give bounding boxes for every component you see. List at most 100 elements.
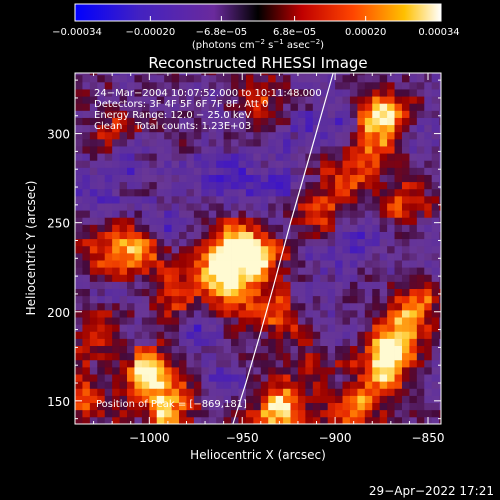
heatmap-cell bbox=[409, 74, 418, 83]
heatmap-cell bbox=[305, 96, 314, 104]
heatmap-cell bbox=[216, 309, 225, 318]
heatmap-cell bbox=[394, 89, 403, 97]
heatmap-cell bbox=[379, 160, 388, 168]
heatmap-cell bbox=[424, 309, 433, 318]
heatmap-cell bbox=[320, 181, 329, 190]
heatmap-cell bbox=[260, 188, 269, 197]
heatmap-cell bbox=[97, 245, 106, 254]
heatmap-cell bbox=[364, 167, 373, 175]
heatmap-cell bbox=[320, 395, 329, 404]
heatmap-cell bbox=[372, 203, 381, 211]
heatmap-cell bbox=[75, 96, 83, 104]
heatmap-cell bbox=[216, 153, 225, 161]
heatmap-cell bbox=[119, 89, 128, 97]
heatmap-cell bbox=[394, 224, 403, 232]
heatmap-cell bbox=[297, 317, 306, 325]
heatmap-cell bbox=[372, 124, 381, 133]
heatmap-cell bbox=[424, 388, 433, 396]
heatmap-cell bbox=[268, 245, 277, 254]
heatmap-cell bbox=[216, 252, 225, 261]
heatmap-cell bbox=[171, 73, 180, 76]
heatmap-cell bbox=[401, 395, 410, 404]
heatmap-cell bbox=[171, 174, 180, 183]
heatmap-cell bbox=[387, 203, 395, 211]
plot-frame bbox=[74, 72, 442, 425]
heatmap-cell bbox=[290, 381, 299, 389]
heatmap-cell bbox=[357, 402, 366, 411]
heatmap-cell bbox=[82, 388, 91, 396]
heatmap-cell bbox=[149, 295, 158, 304]
heatmap-cell bbox=[149, 146, 158, 154]
heatmap-cell bbox=[141, 245, 150, 254]
heatmap-cell bbox=[387, 324, 395, 332]
heatmap-cell bbox=[275, 331, 284, 339]
heatmap-cell bbox=[283, 103, 291, 111]
heatmap-cell bbox=[156, 381, 165, 389]
heatmap-cell bbox=[171, 217, 180, 225]
heatmap-cell bbox=[268, 309, 277, 318]
heatmap-cell bbox=[394, 252, 403, 261]
heatmap-cell bbox=[104, 210, 113, 218]
heatmap-cell bbox=[327, 224, 336, 232]
heatmap-cell bbox=[394, 74, 403, 83]
heatmap-cell bbox=[75, 131, 83, 140]
heatmap-cell bbox=[260, 181, 269, 190]
heatmap-cell bbox=[297, 231, 306, 240]
heatmap-cell bbox=[208, 309, 217, 318]
heatmap-cell bbox=[156, 324, 165, 332]
heatmap-cell bbox=[112, 302, 120, 311]
heatmap-cell bbox=[89, 366, 98, 375]
heatmap-cell bbox=[439, 217, 441, 225]
heatmap-cell bbox=[283, 203, 291, 211]
heatmap-cell bbox=[439, 188, 441, 197]
heatmap-cell bbox=[134, 288, 143, 297]
heatmap-cell bbox=[253, 217, 262, 225]
heatmap-cell bbox=[193, 331, 202, 339]
heatmap-cell bbox=[364, 160, 373, 168]
heatmap-cell bbox=[416, 359, 425, 368]
heatmap-cell bbox=[104, 96, 113, 104]
heatmap-cell bbox=[416, 174, 425, 183]
heatmap-cell bbox=[387, 167, 395, 175]
heatmap-cell bbox=[439, 352, 441, 361]
heatmap-cell bbox=[134, 203, 143, 211]
heatmap-cell bbox=[223, 238, 232, 247]
heatmap-cell bbox=[75, 188, 83, 197]
heatmap-cell bbox=[327, 366, 336, 375]
heatmap-cell bbox=[416, 338, 425, 347]
heatmap-cell bbox=[401, 416, 410, 424]
heatmap-cell bbox=[342, 74, 351, 83]
heatmap-cell bbox=[186, 324, 195, 332]
heatmap-cell bbox=[112, 366, 120, 375]
heatmap-cell bbox=[416, 160, 425, 168]
heatmap-cell bbox=[134, 267, 143, 275]
heatmap-cell bbox=[297, 338, 306, 347]
heatmap-cell bbox=[208, 153, 217, 161]
heatmap-cell bbox=[387, 288, 395, 297]
heatmap-cell bbox=[320, 260, 329, 268]
heatmap-cell bbox=[439, 181, 441, 190]
heatmap-cell bbox=[89, 245, 98, 254]
heatmap-cell bbox=[327, 160, 336, 168]
heatmap-cell bbox=[216, 231, 225, 240]
heatmap-cell bbox=[149, 81, 158, 90]
heatmap-cell bbox=[171, 260, 180, 268]
heatmap-cell bbox=[208, 288, 217, 297]
heatmap-cell bbox=[245, 110, 254, 118]
heatmap-cell bbox=[179, 96, 187, 104]
heatmap-cell bbox=[134, 231, 143, 240]
heatmap-cell bbox=[364, 81, 373, 90]
heatmap-cell bbox=[75, 203, 83, 211]
heatmap-cell bbox=[409, 224, 418, 232]
heatmap-cell bbox=[253, 309, 262, 318]
heatmap-cell bbox=[372, 146, 381, 154]
heatmap-cell bbox=[305, 224, 314, 232]
heatmap-cell bbox=[156, 267, 165, 275]
heatmap-cell bbox=[335, 324, 343, 332]
heatmap-cell bbox=[231, 81, 239, 90]
heatmap-cell bbox=[134, 131, 143, 140]
heatmap-cell bbox=[439, 388, 441, 396]
heatmap-cell bbox=[141, 203, 150, 211]
heatmap-cell bbox=[179, 81, 187, 90]
